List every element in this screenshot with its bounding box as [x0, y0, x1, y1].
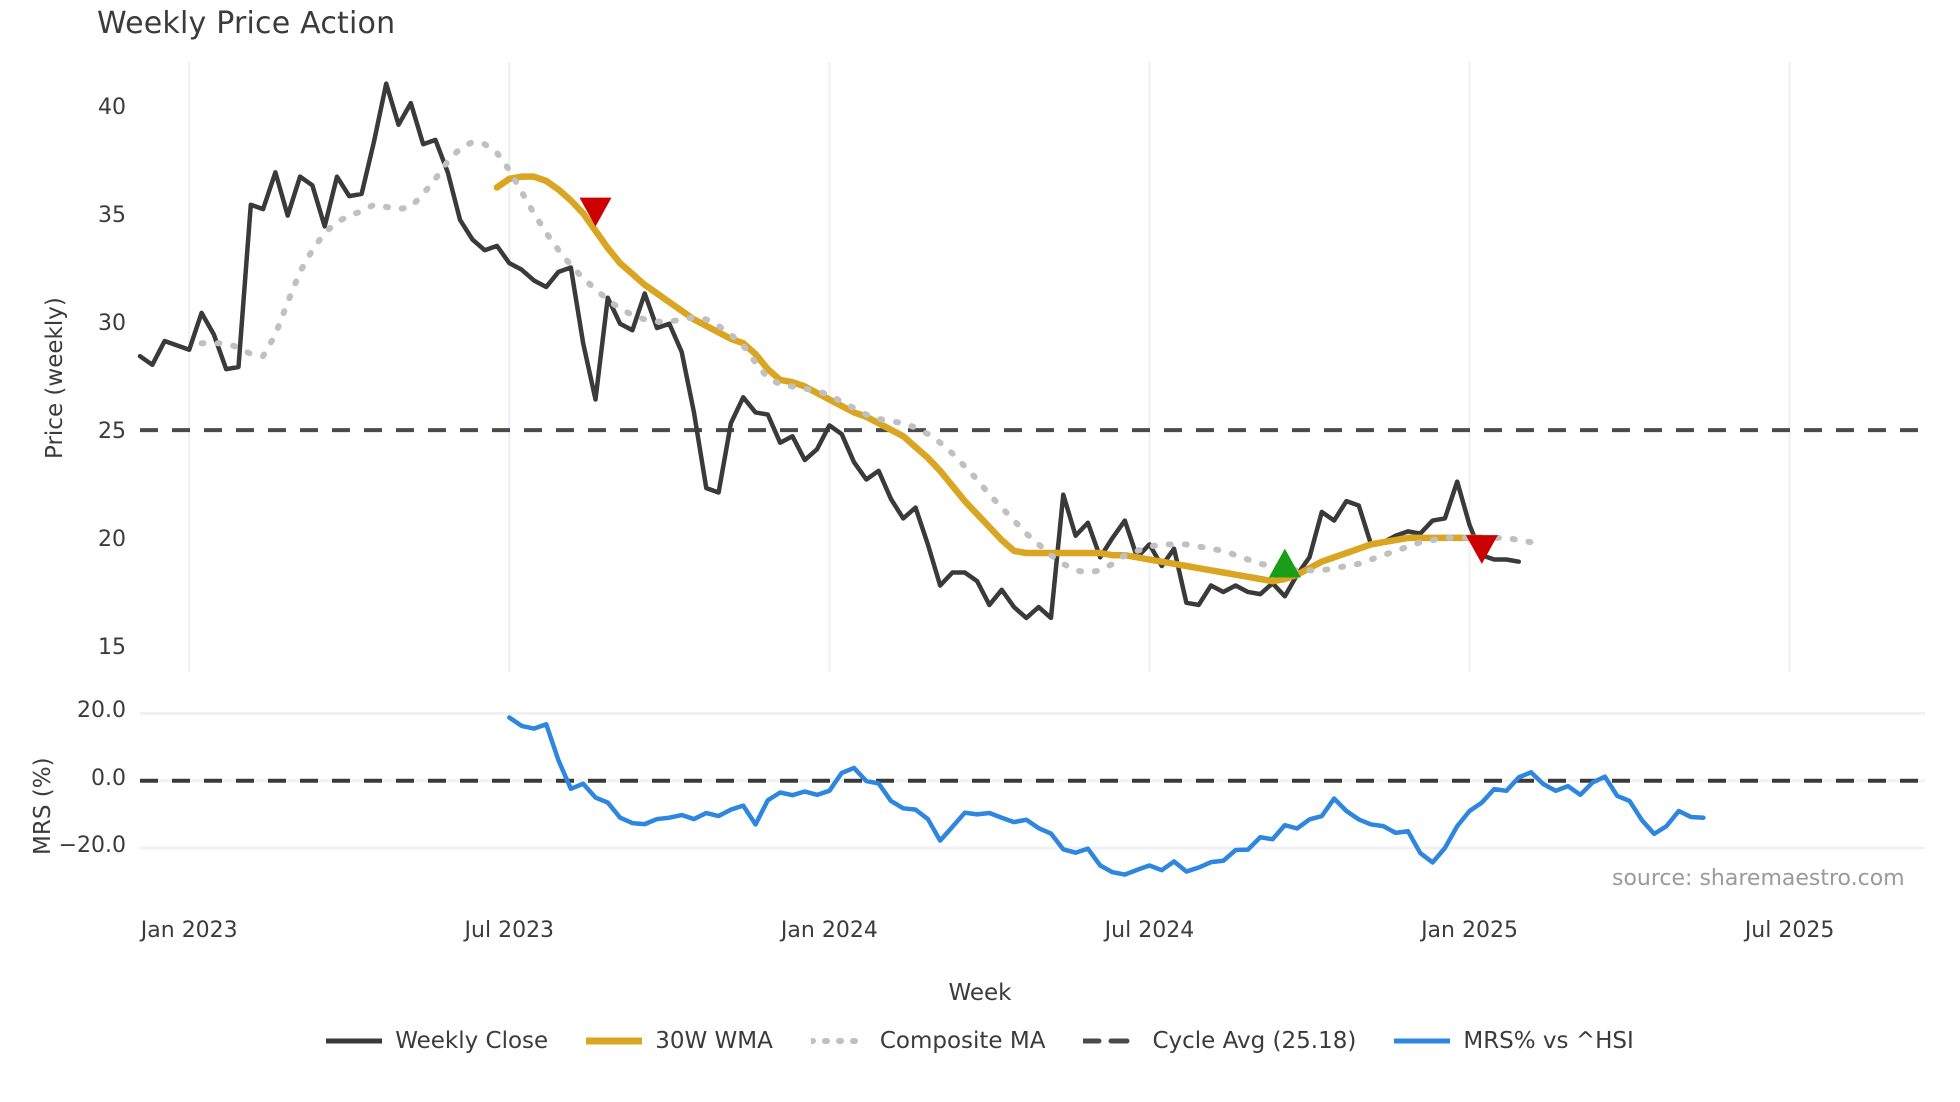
legend-item[interactable]: Cycle Avg (25.18): [1080, 1028, 1357, 1054]
mrs-y-tick: −20.0: [58, 833, 126, 858]
x-tick: Jul 2023: [464, 918, 555, 943]
price-y-tick: 25: [98, 419, 126, 445]
legend-swatch-icon: [1080, 1033, 1142, 1049]
price-y-tick: 35: [98, 202, 126, 228]
mrs-y-tick: 0.0: [91, 765, 126, 791]
legend-label: 30W WMA: [655, 1028, 773, 1054]
source-attribution: source: sharemaestro.com: [1612, 866, 1905, 891]
x-tick: Jul 2024: [1104, 918, 1195, 943]
legend-label: Cycle Avg (25.18): [1152, 1028, 1357, 1054]
mrs-y-tick: 20.0: [77, 698, 126, 724]
chart-legend: Weekly Close 30W WMA Composite MA Cycle Avg…: [0, 1028, 1960, 1054]
chart-title: Weekly Price Action: [97, 6, 396, 41]
legend-item[interactable]: Composite MA: [807, 1028, 1046, 1054]
legend-swatch-icon: [1391, 1033, 1453, 1049]
legend-swatch-icon: [807, 1033, 870, 1049]
x-tick: Jan 2025: [1421, 918, 1518, 943]
price-y-tick: 30: [98, 310, 126, 336]
series-line: [507, 715, 1706, 877]
price-y-tick: 15: [98, 635, 126, 661]
price-y-tick: 40: [98, 94, 126, 120]
series-line: [198, 139, 1535, 576]
x-axis-label: Week: [948, 980, 1012, 1006]
legend-label: MRS% vs ^HSI: [1463, 1028, 1634, 1054]
x-tick: Jul 2025: [1744, 918, 1835, 943]
legend-label: Composite MA: [879, 1028, 1046, 1054]
legend-item[interactable]: Weekly Close: [323, 1028, 549, 1054]
x-tick: Jan 2024: [780, 918, 878, 943]
legend-swatch-icon: [323, 1033, 385, 1049]
legend-item[interactable]: 30W WMA: [582, 1028, 773, 1054]
x-tick: Jan 2023: [140, 918, 238, 943]
series-line: [137, 81, 1522, 621]
buy-signal-marker: [1268, 548, 1301, 578]
series-line: [493, 173, 1486, 585]
price-y-tick: 20: [98, 527, 126, 553]
legend-swatch-icon: [582, 1033, 646, 1049]
legend-label: Weekly Close: [395, 1028, 549, 1054]
sell-signal-marker: [1465, 535, 1498, 564]
legend-item[interactable]: MRS% vs ^HSI: [1391, 1028, 1634, 1054]
sell-signal-marker: [579, 197, 612, 227]
